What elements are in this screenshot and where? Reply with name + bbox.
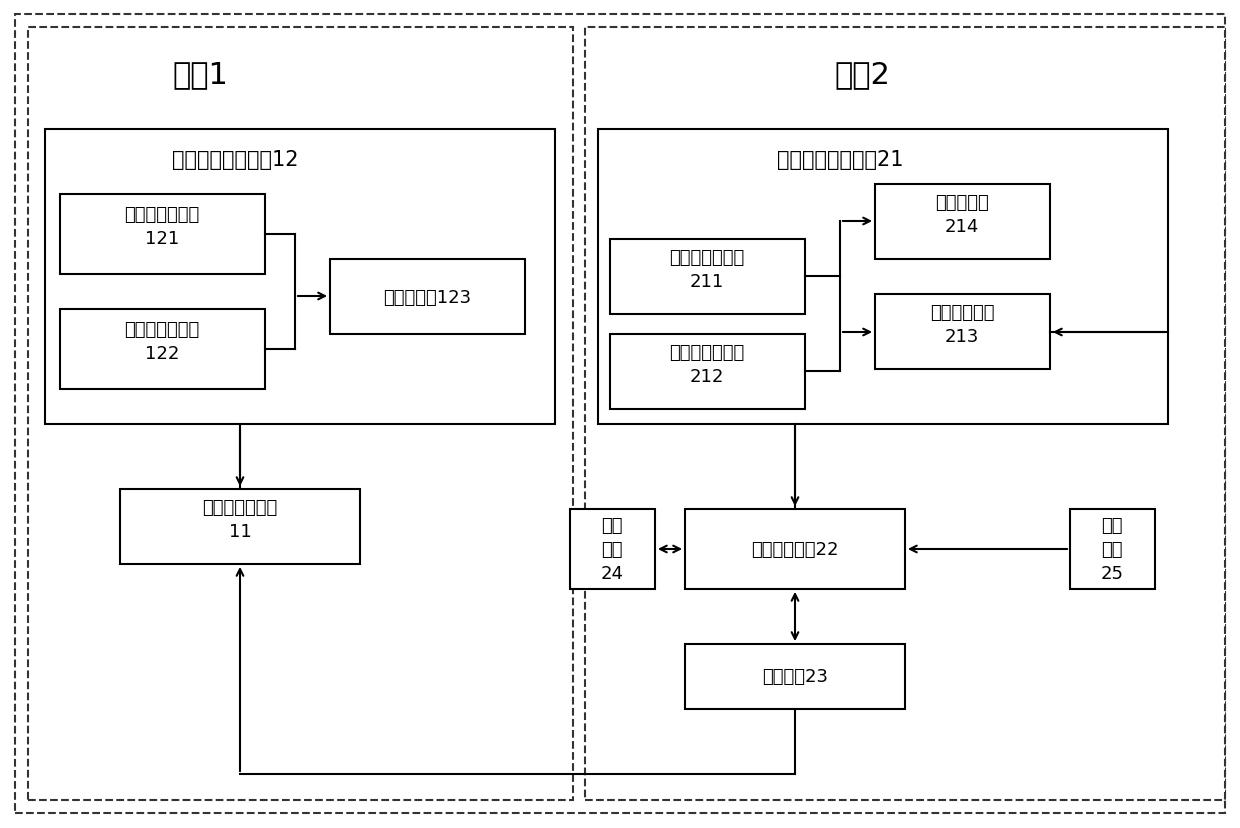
Text: 电源
模块
25: 电源 模块 25 <box>1101 517 1123 582</box>
Text: 数据采集卡123: 数据采集卡123 <box>383 289 471 306</box>
Bar <box>330 260 525 335</box>
Text: 主机电流传感器
122: 主机电流传感器 122 <box>124 320 200 363</box>
Text: 显示
模块
24: 显示 模块 24 <box>600 517 624 582</box>
Text: 从机电压传感器
211: 从机电压传感器 211 <box>670 249 745 291</box>
Bar <box>610 240 805 315</box>
Bar <box>60 195 265 275</box>
Text: 核心处理器模块
11: 核心处理器模块 11 <box>202 498 278 540</box>
Text: 主机1: 主机1 <box>172 60 228 89</box>
Text: 主机数据采集模块12: 主机数据采集模块12 <box>172 150 299 170</box>
Text: 从机2: 从机2 <box>835 60 890 89</box>
Bar <box>585 28 1225 800</box>
Bar <box>570 509 655 590</box>
Bar <box>60 310 265 389</box>
Bar <box>684 509 905 590</box>
Bar <box>875 185 1050 260</box>
Bar <box>610 335 805 410</box>
Text: 通讯模块23: 通讯模块23 <box>763 667 828 686</box>
Text: 从机电流传感器
212: 从机电流传感器 212 <box>670 344 745 385</box>
Bar <box>875 295 1050 369</box>
Text: 数据处理模块22: 数据处理模块22 <box>751 541 838 558</box>
Text: 主机电压传感器
121: 主机电压传感器 121 <box>124 206 200 248</box>
Text: 锁相环电路
214: 锁相环电路 214 <box>935 194 988 235</box>
Bar <box>120 489 360 565</box>
Bar <box>45 130 556 425</box>
Bar <box>684 644 905 709</box>
Bar <box>1070 509 1154 590</box>
Bar <box>29 28 573 800</box>
Text: 从机数据采集模块21: 从机数据采集模块21 <box>776 150 903 170</box>
Bar <box>598 130 1168 425</box>
Text: 信号调理电路
213: 信号调理电路 213 <box>930 304 994 345</box>
